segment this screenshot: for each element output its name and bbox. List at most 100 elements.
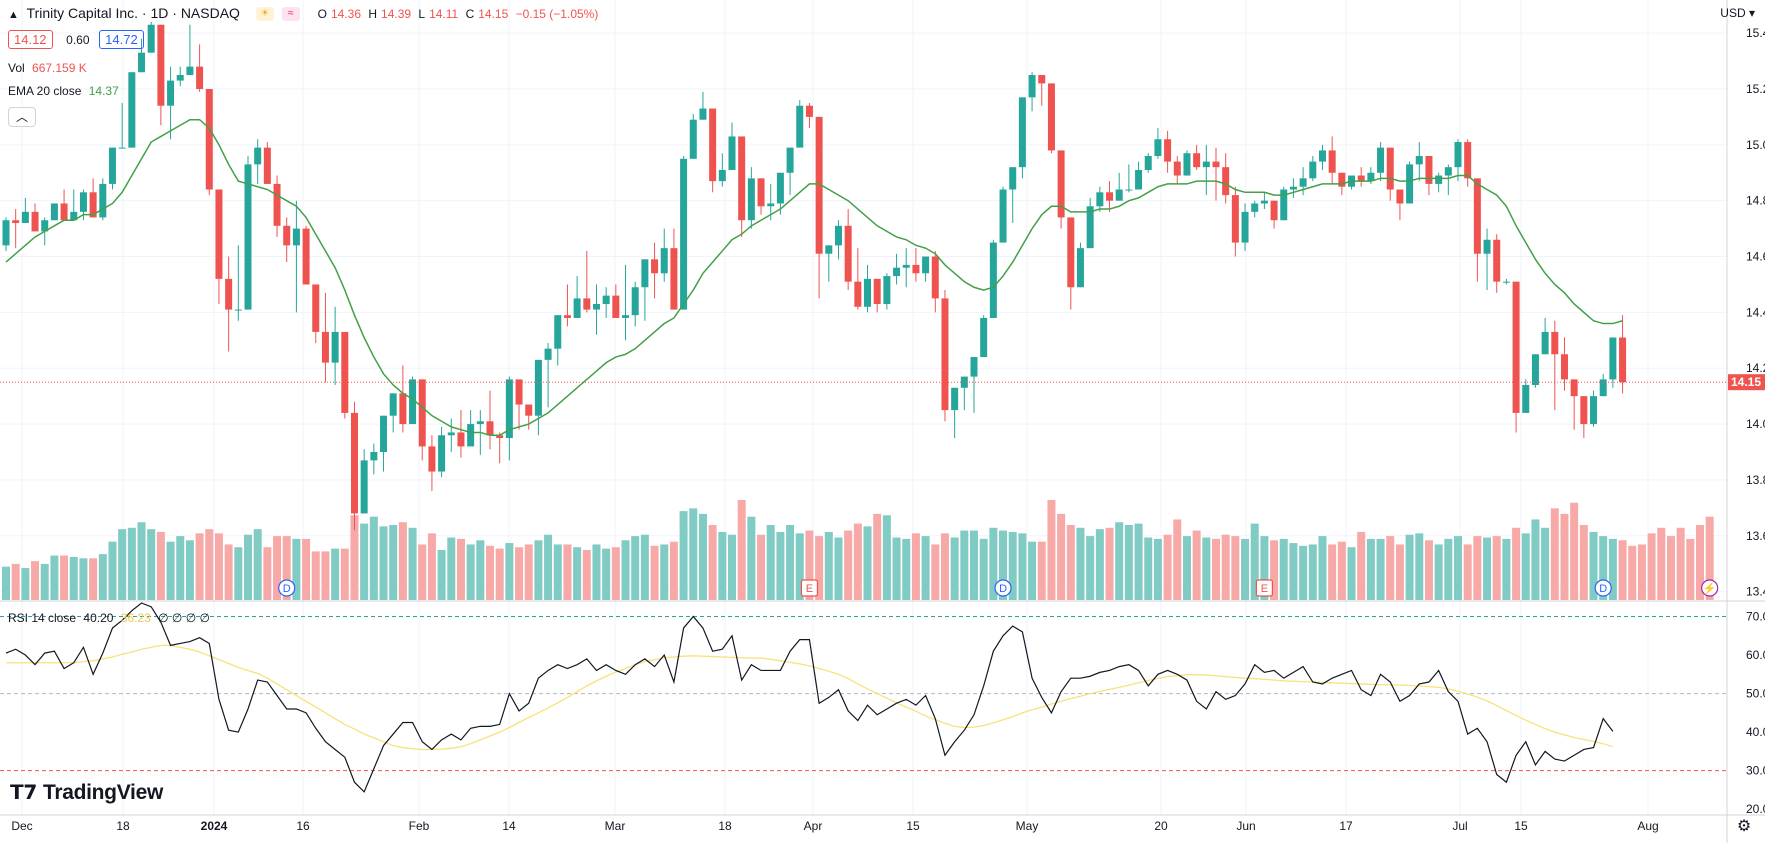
- volume-bar: [1037, 541, 1046, 600]
- candle-body: [1415, 156, 1423, 165]
- candle-body: [60, 203, 68, 221]
- volume-bar: [1696, 525, 1704, 600]
- volume-bar: [1124, 525, 1133, 600]
- candle-body: [1038, 75, 1046, 84]
- volume-bar: [214, 533, 223, 600]
- volume-bar: [786, 525, 795, 600]
- price-tick-label: 15.20: [1746, 82, 1765, 96]
- candle-body: [350, 412, 358, 514]
- volume-bar: [340, 548, 349, 600]
- symbol-title[interactable]: Trinity Capital Inc. · 1D · NASDAQ: [26, 5, 240, 21]
- candle-body: [728, 136, 736, 170]
- candle-body: [418, 379, 426, 447]
- candle-body: [1125, 189, 1133, 191]
- candle-body: [670, 248, 678, 310]
- candle-body: [1067, 217, 1075, 288]
- candle-body: [186, 66, 194, 76]
- candle-body: [12, 220, 20, 224]
- ask-price[interactable]: 14.72: [99, 30, 144, 49]
- rsi-legend: RSI 14 close 40.20 36.23 ∅ ∅ ∅ ∅: [8, 611, 214, 625]
- volume-bar: [1318, 536, 1327, 600]
- candle-body: [883, 276, 891, 304]
- volume-bar: [1541, 527, 1550, 600]
- candle-body: [796, 105, 804, 148]
- rsi-ma-line: [6, 644, 1614, 751]
- volume-bar: [640, 534, 649, 600]
- rsi-value: 40.20: [83, 611, 114, 625]
- volume-bar: [253, 529, 262, 600]
- volume-bar: [718, 531, 727, 600]
- dividend-marker[interactable]: D: [994, 579, 1012, 597]
- volume-bar: [2, 566, 10, 600]
- candle-body: [79, 192, 87, 212]
- candle-body: [980, 317, 988, 358]
- close-value: 14.15: [478, 7, 509, 21]
- dividend-marker[interactable]: D: [278, 579, 296, 597]
- marker-letter: ⚡: [1703, 582, 1717, 595]
- candle-body: [1435, 175, 1443, 184]
- candle-body: [989, 242, 997, 318]
- time-tick-label: Aug: [1637, 819, 1658, 833]
- volume-bar: [747, 516, 756, 600]
- volume-bar: [98, 554, 107, 600]
- candle-body: [641, 259, 649, 288]
- volume-bar: [60, 555, 69, 600]
- candle-body: [1309, 161, 1317, 179]
- collapse-legend-button[interactable]: ︿: [8, 107, 36, 127]
- candle-body: [1018, 97, 1026, 168]
- candle-body: [747, 178, 755, 221]
- rsi-label: RSI 14 close: [8, 611, 77, 625]
- rsi-ma-value: 36.23: [120, 611, 151, 625]
- split-marker[interactable]: ⚡: [1701, 579, 1719, 597]
- tradingview-logo[interactable]: 𝗧𝟳 TradingView: [10, 780, 163, 805]
- volume-bar: [379, 526, 388, 600]
- candle-body: [167, 80, 175, 106]
- candle-body: [1483, 239, 1491, 254]
- volume-bar: [1337, 541, 1346, 600]
- approx-icon[interactable]: ≈: [281, 7, 300, 22]
- earnings-marker[interactable]: E: [1255, 579, 1274, 597]
- price-tick-label: 15.00: [1746, 138, 1765, 152]
- dividend-marker[interactable]: D: [1594, 579, 1612, 597]
- volume-bar: [844, 530, 853, 600]
- candle-body: [563, 315, 571, 318]
- candle-body: [1493, 239, 1501, 282]
- volume-bar: [911, 533, 920, 600]
- grid: [0, 0, 1727, 815]
- rsi-extra: ∅ ∅ ∅ ∅: [158, 611, 210, 625]
- volume-bar: [447, 537, 456, 600]
- candle-body: [1270, 200, 1278, 221]
- volume-bar: [408, 527, 417, 600]
- candle-body: [476, 421, 484, 425]
- price-tick-label: 14.80: [1746, 194, 1765, 208]
- volume-bar: [1260, 536, 1269, 600]
- price-tick-label: 13.60: [1746, 529, 1765, 543]
- volume-bar: [766, 525, 775, 600]
- candle-body: [1096, 192, 1104, 207]
- currency-label[interactable]: USD ▾: [1720, 6, 1755, 20]
- volume-bar: [89, 558, 98, 600]
- volume-bar: [1405, 534, 1414, 600]
- earnings-marker[interactable]: E: [800, 579, 819, 597]
- candle-body: [825, 245, 833, 254]
- volume-value: 667.159 K: [32, 61, 87, 75]
- volume-bar: [31, 561, 40, 600]
- candle-body: [844, 225, 852, 282]
- marker-letter: E: [806, 583, 813, 595]
- candle-body: [1289, 186, 1297, 190]
- gear-icon[interactable]: ⚙: [1736, 818, 1752, 835]
- volume-bar: [669, 541, 678, 600]
- price-tick-label: 14.60: [1746, 250, 1765, 264]
- weather-icon[interactable]: ☀: [255, 7, 274, 22]
- volume-bar: [1637, 544, 1646, 600]
- candle-body: [341, 331, 349, 413]
- candle-body: [50, 203, 58, 221]
- high-value: 14.39: [381, 7, 412, 21]
- volume-bar: [360, 523, 369, 600]
- volume-bar: [1366, 538, 1375, 600]
- earnings-icon: [800, 579, 819, 597]
- bid-price[interactable]: 14.12: [8, 30, 53, 49]
- candle-body: [573, 298, 581, 318]
